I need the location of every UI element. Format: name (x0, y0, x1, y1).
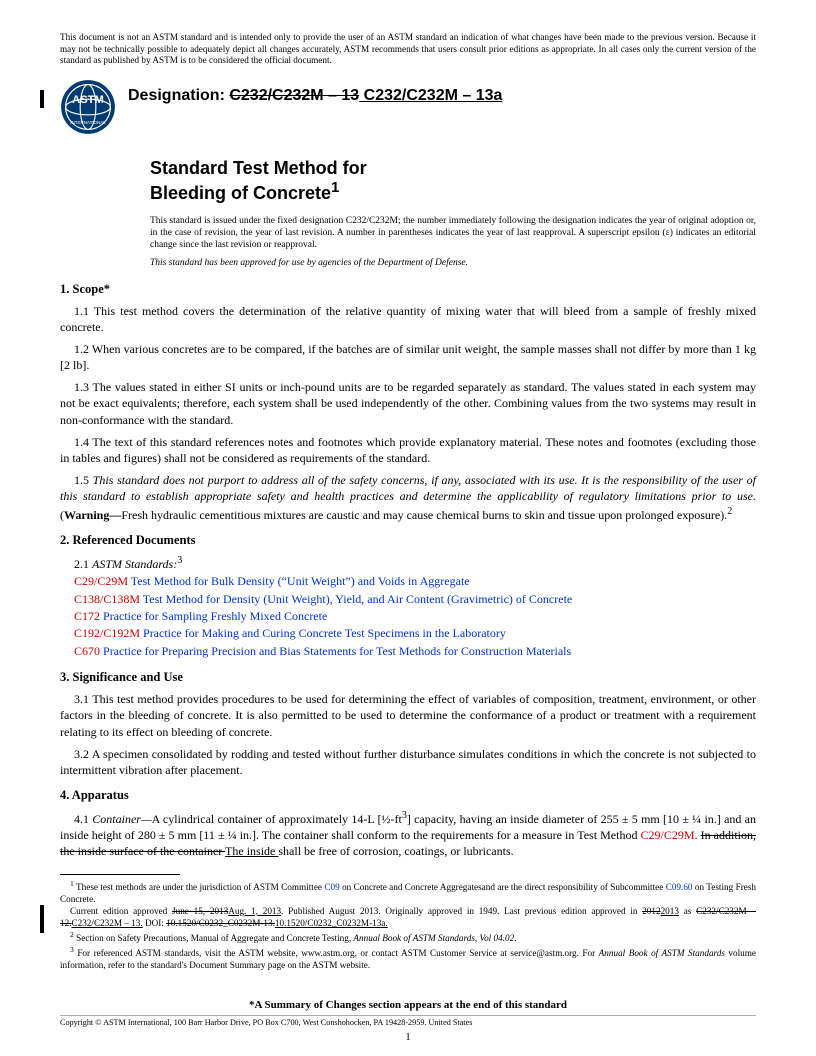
reference-code-link[interactable]: C29/C29M (74, 574, 128, 588)
reference-item: C138/C138M Test Method for Density (Unit… (74, 591, 756, 608)
footnote-3: 3 For referenced ASTM standards, visit t… (60, 945, 756, 972)
reference-item: C670 Practice for Preparing Precision an… (74, 643, 756, 660)
reference-code-link[interactable]: C172 (74, 609, 100, 623)
scope-1-1: 1.1 This test method covers the determin… (60, 303, 756, 335)
change-bar-2 (40, 905, 44, 933)
summary-of-changes-note: *A Summary of Changes section appears at… (60, 999, 756, 1011)
change-bar-1 (40, 90, 44, 108)
reference-item: C192/C192M Practice for Making and Curin… (74, 625, 756, 642)
reference-title-link[interactable]: Test Method for Bulk Density (“Unit Weig… (128, 574, 470, 588)
ref-c29-inline[interactable]: C29/C29M (641, 828, 695, 842)
scope-heading: 1. Scope* (60, 282, 756, 297)
issuance-note: This standard is issued under the fixed … (150, 215, 756, 252)
top-disclaimer: This document is not an ASTM standard an… (60, 32, 756, 67)
reference-title-link[interactable]: Practice for Sampling Freshly Mixed Conc… (100, 609, 327, 623)
footnote-2: 2 Section on Safety Precautions, Manual … (60, 930, 756, 945)
insertion-the-inside: The inside (225, 844, 278, 858)
scope-1-3: 1.3 The values stated in either SI units… (60, 379, 756, 428)
scope-1-4: 1.4 The text of this standard references… (60, 434, 756, 466)
reference-title-link[interactable]: Practice for Preparing Precision and Bia… (100, 644, 571, 658)
svg-text:INTERNATIONAL: INTERNATIONAL (70, 119, 106, 124)
copyright-line: Copyright © ASTM International, 100 Barr… (60, 1015, 756, 1027)
astm-standards-subhead: 2.1 ASTM Standards:3 (74, 554, 756, 573)
dod-approval-note: This standard has been approved for use … (150, 258, 756, 268)
reference-title-link[interactable]: Practice for Making and Curing Concrete … (140, 626, 506, 640)
designation-line: Designation: C232/C232M – 13 C232/C232M … (128, 79, 502, 105)
reference-item: C172 Practice for Sampling Freshly Mixed… (74, 608, 756, 625)
new-designation: C232/C232M – 13a (359, 87, 502, 104)
reference-code-link[interactable]: C192/C192M (74, 626, 140, 640)
reference-code-link[interactable]: C670 (74, 644, 100, 658)
page-number: 1 (60, 1031, 756, 1043)
scope-1-5: 1.5 This standard does not purport to ad… (60, 472, 756, 523)
committee-c09-link[interactable]: C09 (324, 882, 339, 892)
footnote-1-edition: Current edition approved June 15, 2013Au… (60, 906, 756, 930)
subcommittee-c0960-link[interactable]: C09.60 (666, 882, 693, 892)
reference-item: C29/C29M Test Method for Bulk Density (“… (74, 573, 756, 590)
apparatus-heading: 4. Apparatus (60, 788, 756, 803)
significance-3-1: 3.1 This test method provides procedures… (60, 691, 756, 740)
header-row: ASTM INTERNATIONAL Designation: C232/C23… (60, 79, 756, 135)
reference-code-link[interactable]: C138/C138M (74, 592, 140, 606)
svg-text:ASTM: ASTM (72, 94, 104, 106)
astm-logo: ASTM INTERNATIONAL (60, 79, 116, 135)
footnote-1: 1 These test methods are under the juris… (60, 879, 756, 906)
significance-3-2: 3.2 A specimen consolidated by rodding a… (60, 746, 756, 778)
significance-heading: 3. Significance and Use (60, 670, 756, 685)
old-designation: C232/C232M – 13 (229, 87, 359, 104)
scope-1-2: 1.2 When various concretes are to be com… (60, 341, 756, 373)
footnote-separator (60, 874, 180, 875)
document-title: Standard Test Method for Bleeding of Con… (150, 157, 756, 205)
reference-title-link[interactable]: Test Method for Density (Unit Weight), Y… (140, 592, 572, 606)
apparatus-4-1: 4.1 Container—A cylindrical container of… (60, 809, 756, 860)
referenced-docs-heading: 2. Referenced Documents (60, 533, 756, 548)
